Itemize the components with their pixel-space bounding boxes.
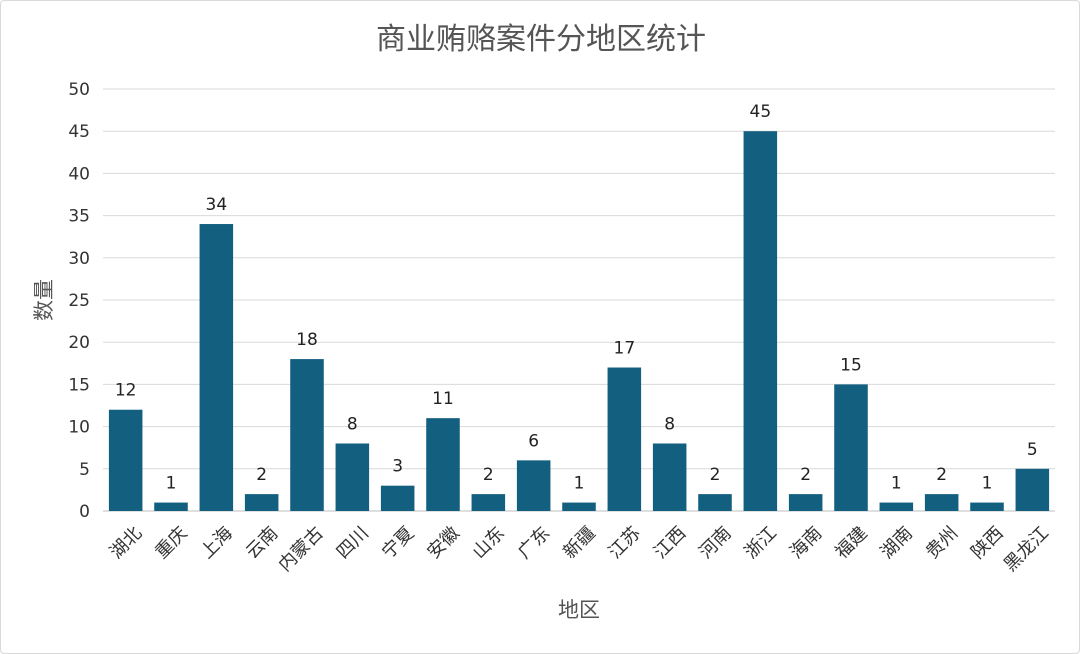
data-label: 34 (206, 195, 228, 215)
x-tick-label: 江苏 (605, 523, 645, 563)
x-tick-label: 江西 (650, 523, 690, 563)
gridlines (103, 88, 1055, 512)
x-tick-label: 重庆 (151, 523, 191, 563)
data-label: 15 (840, 355, 862, 375)
y-axis-ticks: 0 5 10 15 20 25 30 35 40 45 50 (68, 80, 90, 522)
bar (834, 384, 868, 511)
bar (924, 494, 959, 511)
y-axis-title: 数量 (32, 279, 56, 321)
x-tick-label: 湖北 (106, 523, 146, 563)
y-tick-label: 50 (68, 80, 90, 100)
data-label: 1 (982, 474, 993, 494)
x-tick-label: 山东 (469, 523, 509, 563)
bar (562, 502, 596, 511)
data-label: 2 (800, 465, 811, 485)
bar (290, 359, 324, 511)
bar (970, 502, 1004, 511)
data-label: 1 (574, 474, 585, 494)
y-tick-label: 5 (79, 460, 90, 480)
bar (335, 443, 370, 511)
y-tick-label: 25 (68, 291, 90, 311)
data-label: 8 (347, 414, 358, 434)
bar (516, 460, 551, 511)
y-tick-label: 40 (68, 164, 90, 184)
y-tick-label: 0 (79, 502, 90, 522)
data-label: 2 (256, 465, 267, 485)
bar (743, 131, 778, 511)
bar (471, 494, 506, 511)
y-tick-label: 35 (68, 207, 90, 227)
x-tick-label: 湖南 (877, 523, 917, 563)
y-tick-label: 10 (68, 418, 90, 438)
data-label: 6 (528, 431, 539, 451)
data-label: 11 (432, 389, 454, 409)
y-tick-label: 30 (68, 249, 90, 269)
x-tick-label: 黑龙江 (1000, 523, 1053, 576)
x-tick-label: 广东 (514, 523, 554, 563)
x-tick-label: 内蒙古 (275, 523, 328, 576)
x-tick-label: 浙江 (741, 523, 781, 563)
data-label: 17 (614, 339, 636, 359)
chart-title: 商业贿赂案件分地区统计 (376, 22, 706, 57)
x-tick-label: 四川 (333, 523, 373, 563)
data-label: 1 (166, 474, 177, 494)
bar (108, 409, 143, 511)
bar (1015, 468, 1050, 511)
bar (788, 494, 823, 511)
y-tick-label: 20 (68, 333, 90, 353)
x-tick-label: 宁夏 (378, 523, 418, 563)
x-tick-label: 河南 (695, 523, 735, 563)
data-label: 8 (664, 414, 675, 434)
x-axis-labels: 湖北 重庆 上海 云南内蒙古 四川 宁夏 安徽 山东 广东 新疆 江苏 江西 河南 浙江 海南 福建 湖南 贵州陕… (106, 523, 1053, 576)
data-label: 2 (710, 465, 721, 485)
data-label: 18 (296, 330, 318, 350)
bars (108, 131, 1050, 512)
data-label: 45 (750, 102, 772, 122)
x-tick-label: 陕西 (967, 523, 1007, 563)
bar (380, 485, 415, 511)
y-tick-label: 15 (68, 375, 90, 395)
bar (244, 494, 279, 511)
data-label: 1 (891, 474, 902, 494)
x-tick-label: 贵州 (922, 523, 962, 563)
data-label: 3 (392, 457, 403, 477)
x-tick-label: 新疆 (559, 523, 599, 563)
bar (652, 443, 687, 511)
x-tick-label: 上海 (197, 523, 237, 563)
x-tick-label: 海南 (786, 523, 826, 563)
data-label: 2 (483, 465, 494, 485)
x-tick-label: 福建 (831, 523, 871, 563)
bar (154, 502, 188, 511)
bar (607, 367, 642, 511)
bar (426, 418, 460, 511)
bar (879, 502, 914, 511)
y-tick-label: 45 (68, 122, 90, 142)
x-tick-label: 云南 (242, 523, 282, 563)
x-tick-label: 安徽 (423, 523, 463, 563)
data-label: 2 (936, 465, 947, 485)
data-label: 12 (115, 381, 137, 401)
data-label: 5 (1027, 440, 1038, 460)
x-axis-title: 地区 (558, 598, 600, 622)
bar (199, 224, 234, 512)
bar (698, 494, 732, 511)
